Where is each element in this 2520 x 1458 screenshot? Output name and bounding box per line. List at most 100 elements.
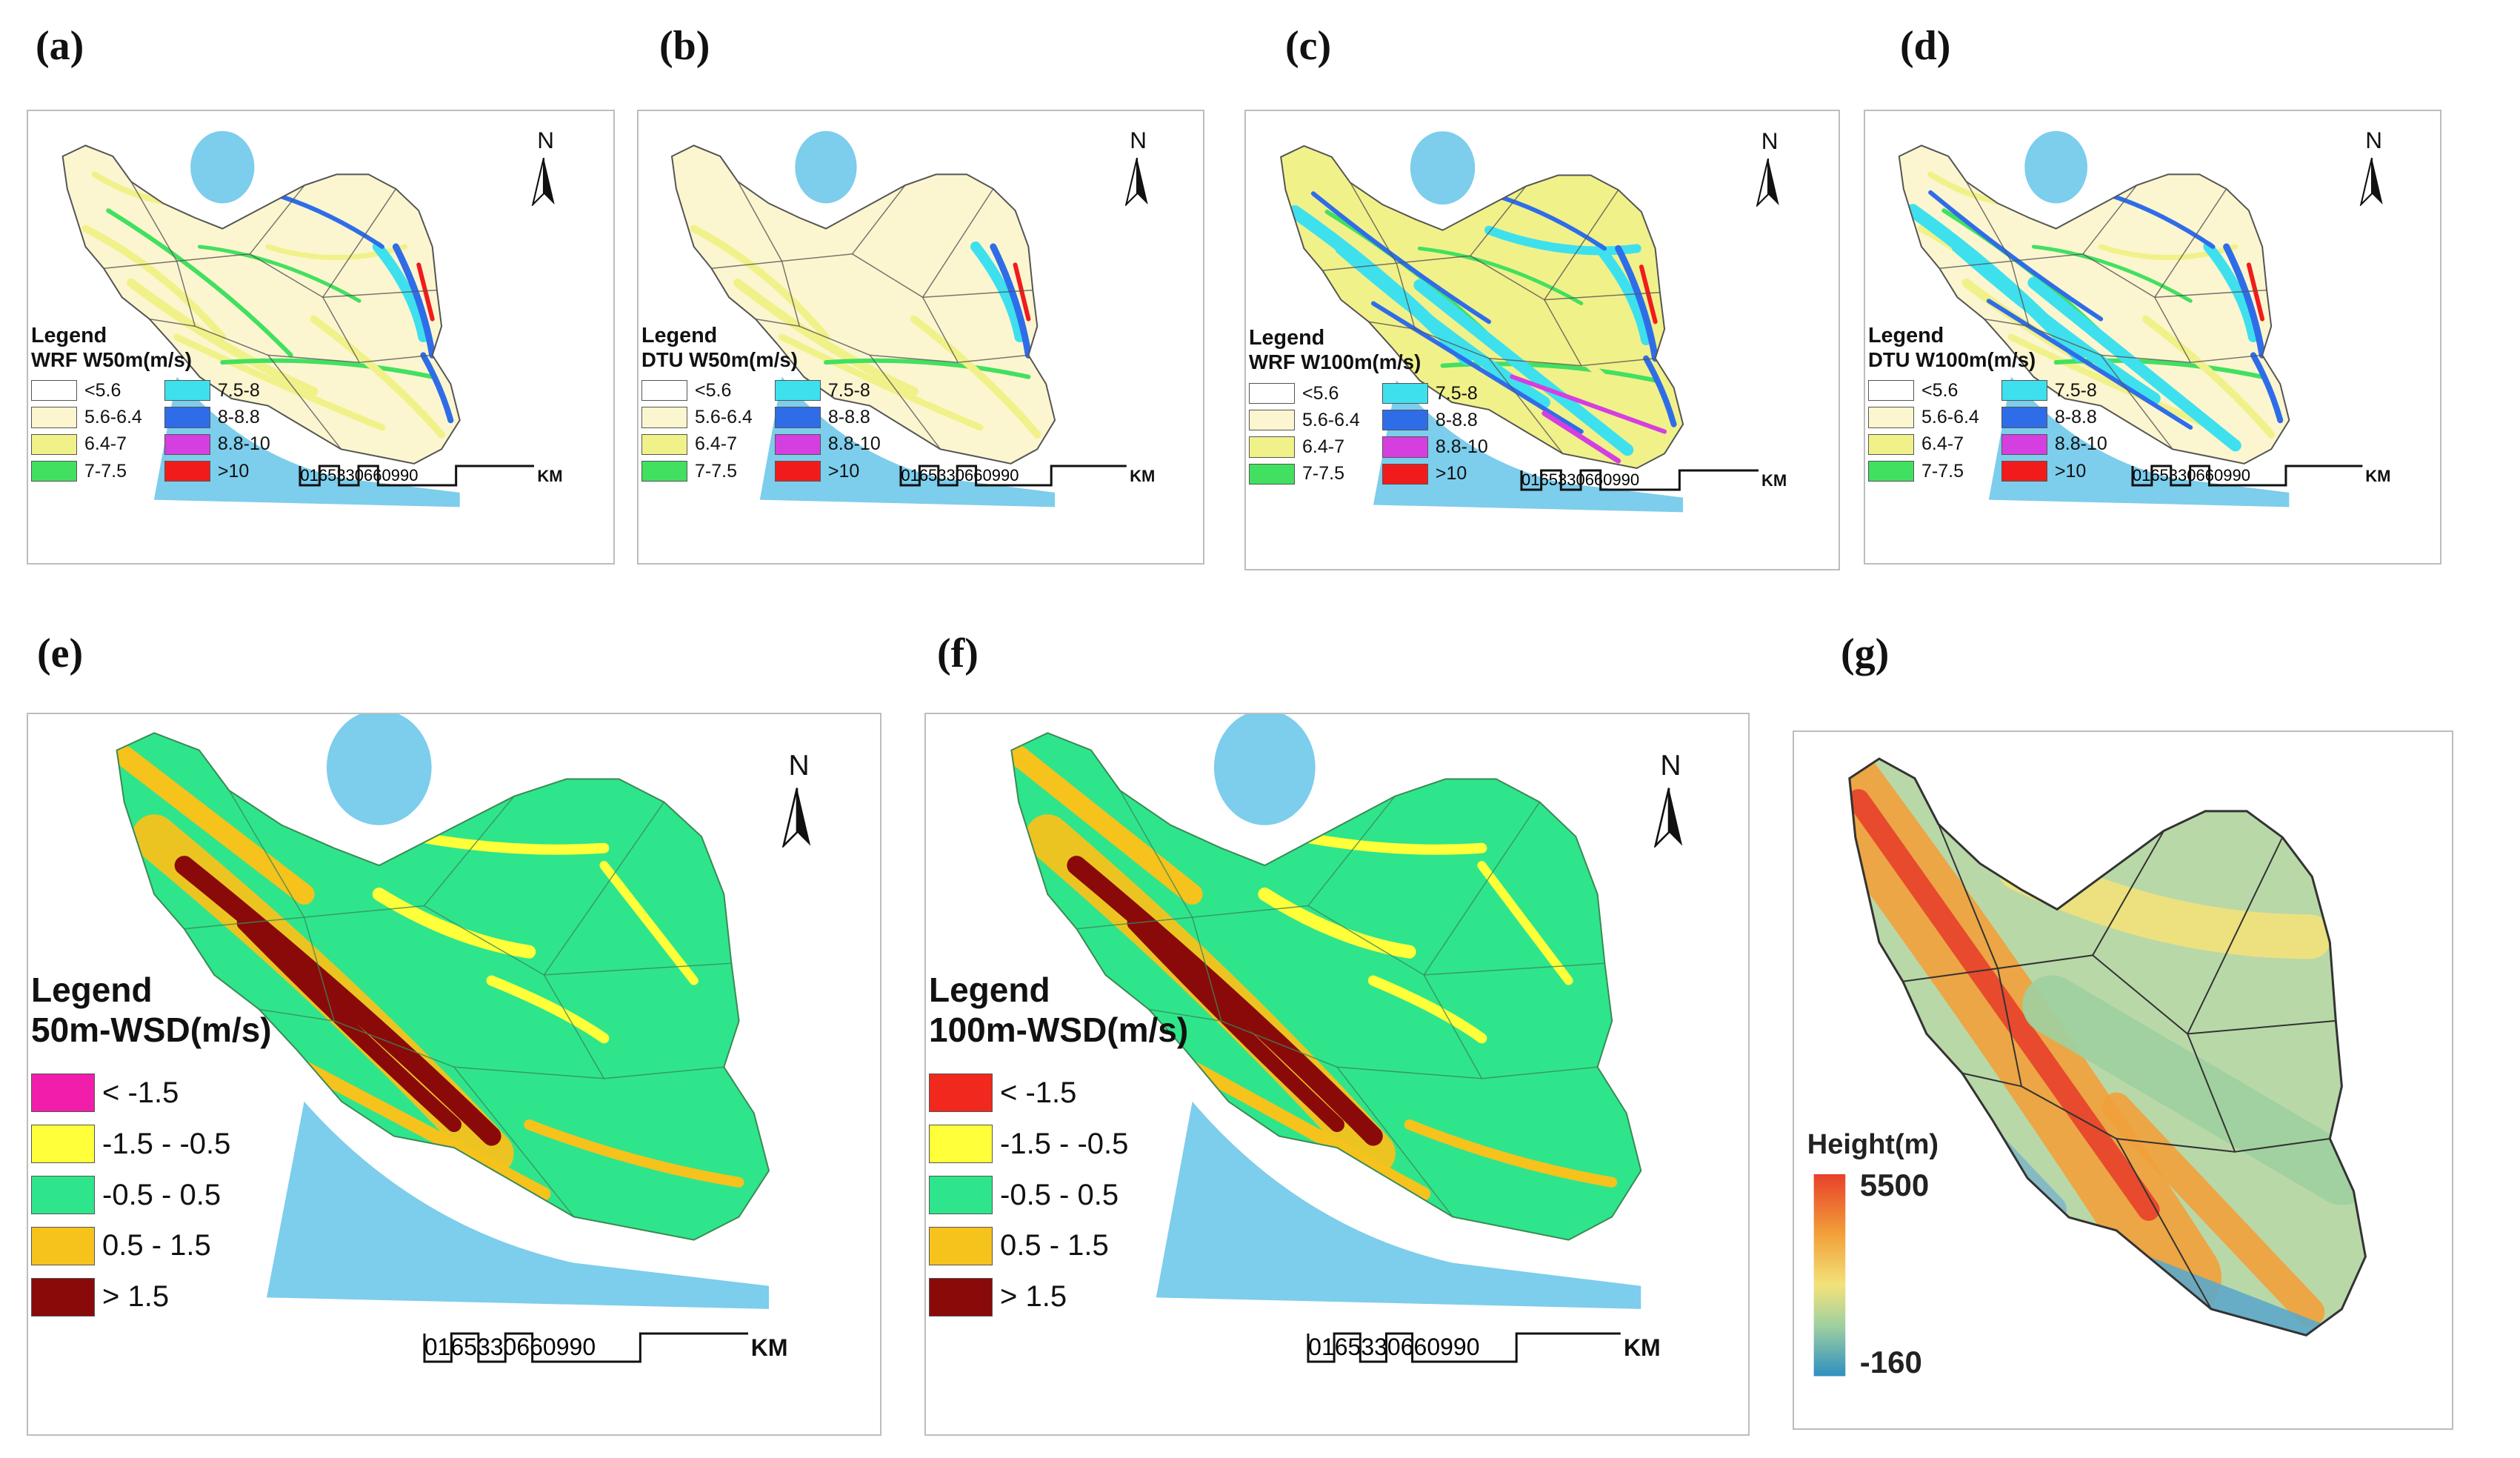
legend-item: <5.6 <box>641 377 753 404</box>
legend-swatch <box>1868 407 1914 428</box>
map-feature <box>416 262 435 322</box>
height-min-label: -160 <box>1859 1345 1922 1380</box>
map-feature <box>990 243 1032 359</box>
legend-swatch <box>1381 410 1428 431</box>
persian-gulf <box>1373 380 1684 513</box>
map-feature <box>1404 1119 1618 1188</box>
scale-tick-label: 165 <box>437 1333 477 1360</box>
scale-tick-label: 990 <box>1440 1333 1480 1360</box>
legend-item: >10 <box>774 458 881 485</box>
height-title: Height(m) <box>1807 1128 1939 1160</box>
north-arrow-icon <box>2356 156 2387 210</box>
scale-tick-label: 990 <box>390 465 419 485</box>
legend-swatch <box>2001 380 2047 402</box>
legend-item: 8.8-10 <box>1381 433 1488 460</box>
legend-swatch <box>31 407 77 428</box>
map-feature <box>310 315 446 439</box>
legend: Legend WRF W100m(m/s) <5.6 7.5-8 5.6-6.4 8-8.… <box>1249 326 1488 487</box>
province-border <box>870 354 959 363</box>
scale-bar: KM 0165330660990 <box>899 465 1155 487</box>
legend-item: 8.8-10 <box>2001 431 2107 458</box>
north-label: N <box>1761 127 1779 154</box>
legend-item: 8-8.8 <box>1381 407 1488 433</box>
legend-swatch <box>929 1125 993 1164</box>
caspian-sea <box>326 714 432 825</box>
legend-swatch <box>641 407 687 428</box>
country-border <box>1280 144 1684 470</box>
province-border <box>737 181 906 262</box>
province-border <box>544 962 732 976</box>
map-feature <box>372 888 536 959</box>
province-border <box>2092 836 2284 1036</box>
province-border <box>922 289 1033 299</box>
province-border <box>2116 1138 2236 1153</box>
legend-item: > 1.5 <box>929 1271 1188 1322</box>
legend-item: -1.5 - -0.5 <box>929 1119 1188 1170</box>
legend-item: 7-7.5 <box>1868 458 1979 485</box>
map-feature <box>81 224 227 341</box>
map-feature <box>1067 856 1383 1146</box>
province-border <box>228 790 515 918</box>
province-border <box>852 188 994 299</box>
country-border <box>116 732 770 1241</box>
scale-tick-label: 165 <box>1530 470 1558 490</box>
legend-title: Legend <box>1249 326 1325 350</box>
scale-tick-label: 990 <box>556 1333 596 1360</box>
iran-landmass <box>62 145 460 464</box>
province-border <box>1191 916 1453 1217</box>
map-feature <box>2007 333 2216 431</box>
province-border <box>2187 1019 2336 1035</box>
map-feature <box>733 278 919 396</box>
legend-swatch <box>31 1277 95 1316</box>
legend-swatch <box>31 380 77 402</box>
legend-swatch <box>31 1125 95 1164</box>
legend-item: > 1.5 <box>31 1271 272 1322</box>
scale-unit: KM <box>1130 466 1156 485</box>
panel-label-a: (a) <box>36 23 84 69</box>
legend-subtitle: WRF W100m(m/s) <box>1249 350 1421 374</box>
legend-swatch <box>1381 463 1428 485</box>
map-feature <box>1531 318 1669 443</box>
legend-title: Legend <box>641 323 718 347</box>
map-feature <box>1417 246 1584 306</box>
scale-tick-label: 0 <box>300 465 310 485</box>
map-feature <box>524 1119 744 1188</box>
province-border <box>267 354 360 363</box>
caspian-sea <box>190 130 255 204</box>
legend-swatch <box>31 433 77 455</box>
map-feature <box>1541 410 1621 464</box>
legend-item: 8-8.8 <box>2001 404 2107 430</box>
persian-gulf <box>153 376 460 507</box>
map-feature <box>1013 262 1031 322</box>
legend-swatch <box>164 380 210 402</box>
caspian-sea <box>2024 130 2088 204</box>
province-border <box>1119 790 1396 918</box>
persian-gulf <box>1988 376 2290 507</box>
scale-tick-label: 165 <box>2141 465 2169 485</box>
legend-swatch <box>929 1277 993 1316</box>
legend-subtitle: 100m-WSD(m/s) <box>929 1011 1189 1050</box>
map-panel-c: N Legend WRF W100m(m/s) <5.6 7.5-8 5.6-6.4 8-8… <box>1244 110 1840 570</box>
legend-item: 0.5 - 1.5 <box>929 1220 1188 1271</box>
legend-subtitle: WRF W50m(m/s) <box>31 347 192 371</box>
scale-tick-label: 330 <box>1361 1333 1401 1360</box>
province-border <box>1937 824 2165 970</box>
map-feature <box>1615 244 1659 362</box>
legend-item: >10 <box>164 458 270 485</box>
map-canvas <box>61 130 461 507</box>
legend-title: Legend <box>929 971 1050 1010</box>
province-border <box>543 974 724 1079</box>
legend: Legend WRF W50m(m/s) <5.6 7.5-8 5.6-6.4 8-8.8… <box>31 324 270 485</box>
country-border <box>1898 144 2290 465</box>
map-panel-g: Height(m) 5500 -160 <box>1793 730 2453 1430</box>
scale-bar: KM 0165330660990 <box>1307 1332 1661 1363</box>
map-feature <box>411 831 610 855</box>
province-border <box>184 916 304 930</box>
province-border <box>1544 291 1660 301</box>
iran-landmass <box>1281 146 1684 468</box>
persian-gulf <box>1156 1101 1641 1309</box>
map-feature <box>1477 861 1573 985</box>
legend-item: 7-7.5 <box>31 458 142 485</box>
legend-swatch <box>164 407 210 428</box>
legend-item: 8-8.8 <box>164 404 270 430</box>
